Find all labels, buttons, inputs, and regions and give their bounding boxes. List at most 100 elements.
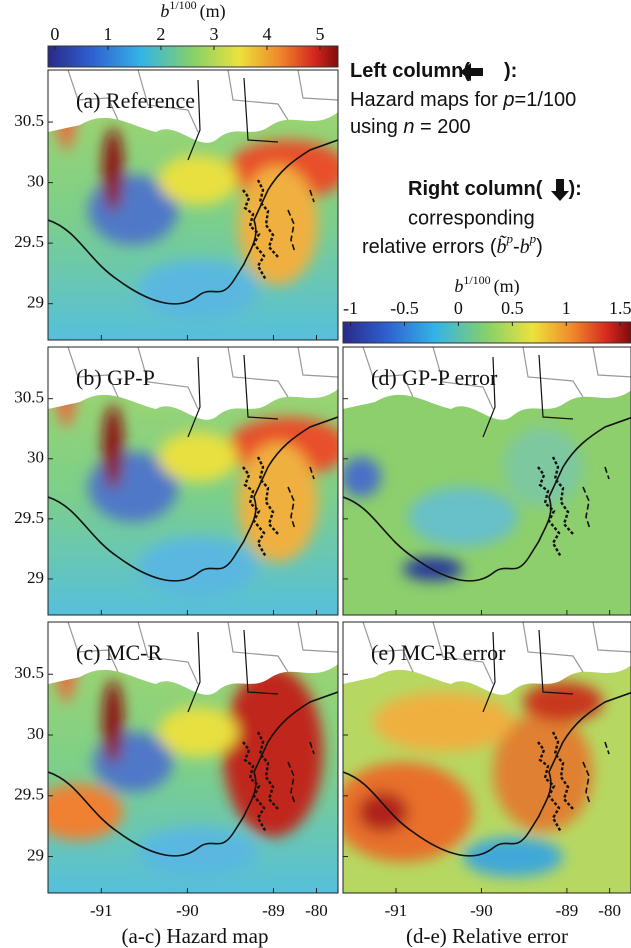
note-line: using n = 200 bbox=[350, 116, 471, 138]
x-tick-label: -91 bbox=[90, 901, 113, 920]
y-tick-label: 29 bbox=[27, 568, 44, 587]
colorbar-title-text: (m) bbox=[494, 276, 520, 297]
colorbar-title: b1/100 (m) bbox=[454, 273, 519, 297]
y-tick-label: 30 bbox=[27, 448, 44, 467]
colorbar-tick-label: 1 bbox=[103, 24, 112, 44]
colorbar-tick-label: 5 bbox=[315, 24, 324, 44]
y-tick-label: 29 bbox=[27, 293, 44, 312]
field-patch bbox=[103, 680, 123, 764]
field-patch bbox=[238, 442, 318, 562]
note-text: ): bbox=[504, 60, 517, 82]
field-patch bbox=[373, 692, 513, 752]
colorbar-tick-label: 0.5 bbox=[501, 298, 524, 318]
map-panel bbox=[48, 347, 338, 615]
colorbar-tick-label: 2 bbox=[156, 24, 165, 44]
note-text: n bbox=[403, 116, 414, 138]
field-patch bbox=[223, 667, 323, 837]
colorbar-title-text: (m) bbox=[200, 1, 226, 22]
panel-label: (a) Reference bbox=[76, 88, 195, 113]
field-patch bbox=[138, 537, 258, 597]
note-line: relative errors (b̃p-bp) bbox=[362, 231, 543, 258]
note-text: ): bbox=[568, 178, 581, 200]
note-heading: Right column(): bbox=[408, 178, 582, 200]
column-label: (a-c) Hazard map bbox=[122, 924, 269, 948]
x-tick-label: -90 bbox=[176, 901, 199, 920]
note-line: Hazard maps for p=1/100 bbox=[350, 89, 576, 111]
x-tick-label: -89 bbox=[262, 901, 285, 920]
colorbar-tick-label: 1 bbox=[562, 298, 571, 318]
field-patch bbox=[493, 712, 593, 832]
map-panel bbox=[48, 70, 338, 340]
panel-label: (b) GP-P bbox=[76, 365, 155, 390]
colorbar-tick-label: -1 bbox=[343, 298, 358, 318]
panel-label: (e) MC-R error bbox=[371, 640, 506, 665]
panel-label: (c) MC-R bbox=[76, 640, 162, 665]
y-tick-label: 30 bbox=[27, 724, 44, 743]
note-text: =1/100 bbox=[515, 89, 577, 111]
y-tick-label: 29.5 bbox=[14, 508, 44, 527]
note-text: Right column( bbox=[408, 178, 543, 200]
note-text: - bbox=[513, 236, 520, 258]
x-tick-label: -80 bbox=[598, 901, 621, 920]
colorbar bbox=[342, 321, 631, 344]
colorbar-tick-label: 0 bbox=[454, 298, 463, 318]
colorbar-tick-label: -0.5 bbox=[390, 298, 419, 318]
y-tick-label: 30.5 bbox=[14, 663, 44, 682]
map-panel bbox=[343, 347, 631, 615]
map-panel bbox=[343, 622, 631, 893]
colorbar-title-text: 1/100 bbox=[169, 0, 196, 12]
panel-frame bbox=[342, 621, 631, 894]
field-patch bbox=[138, 260, 258, 320]
note-text: p bbox=[502, 89, 514, 111]
note-text: relative errors ( bbox=[362, 236, 497, 258]
down-arrow-icon bbox=[551, 179, 569, 201]
note-text: p bbox=[529, 231, 537, 246]
panel-frame bbox=[47, 346, 339, 616]
y-tick-label: 29.5 bbox=[14, 232, 44, 251]
column-label: (d-e) Relative error bbox=[406, 924, 568, 948]
map-field bbox=[343, 682, 603, 877]
note-text: Hazard maps for bbox=[350, 89, 503, 111]
note-text: b bbox=[520, 236, 530, 258]
note-text: Left column( bbox=[350, 60, 470, 82]
field-patch bbox=[408, 487, 518, 547]
colorbar bbox=[47, 45, 339, 68]
field-patch bbox=[103, 405, 123, 489]
field-patch bbox=[358, 792, 408, 832]
y-tick-label: 30.5 bbox=[14, 388, 44, 407]
panel-label: (d) GP-P error bbox=[371, 365, 498, 390]
y-tick-label: 29 bbox=[27, 845, 44, 864]
colorbar-tick-label: 4 bbox=[262, 24, 271, 44]
note-text: = 200 bbox=[415, 116, 471, 138]
colorbar-title-text: b bbox=[160, 1, 169, 21]
colorbar-tick-label: 1.5 bbox=[609, 298, 631, 318]
x-tick-label: -91 bbox=[385, 901, 408, 920]
x-tick-label: -89 bbox=[556, 901, 579, 920]
y-tick-label: 30.5 bbox=[14, 111, 44, 130]
y-tick-label: 29.5 bbox=[14, 785, 44, 804]
field-patch bbox=[158, 707, 238, 757]
field-patch bbox=[523, 682, 603, 722]
field-patch bbox=[103, 128, 123, 212]
colorbar-tick-label: 3 bbox=[209, 24, 218, 44]
panel-frame bbox=[342, 346, 631, 616]
field-patch bbox=[238, 165, 318, 285]
field-patch bbox=[48, 784, 123, 840]
field-patch bbox=[503, 427, 583, 507]
y-tick-label: 30 bbox=[27, 172, 44, 191]
x-tick-label: -90 bbox=[470, 901, 493, 920]
note-heading: Left column(): bbox=[350, 60, 517, 82]
field-patch bbox=[343, 457, 381, 497]
panel-frame bbox=[47, 621, 339, 894]
map-field bbox=[56, 347, 338, 597]
field-patch bbox=[158, 432, 238, 482]
field-patch bbox=[158, 155, 238, 205]
note-line: corresponding bbox=[408, 207, 535, 229]
note-text: using bbox=[350, 116, 403, 138]
x-tick-label: -80 bbox=[305, 901, 328, 920]
field-patch bbox=[463, 837, 563, 877]
map-panel bbox=[48, 622, 338, 893]
panel-frame bbox=[47, 69, 339, 341]
left-arrow-icon bbox=[460, 63, 483, 81]
colorbar-title-text: b bbox=[454, 276, 463, 296]
